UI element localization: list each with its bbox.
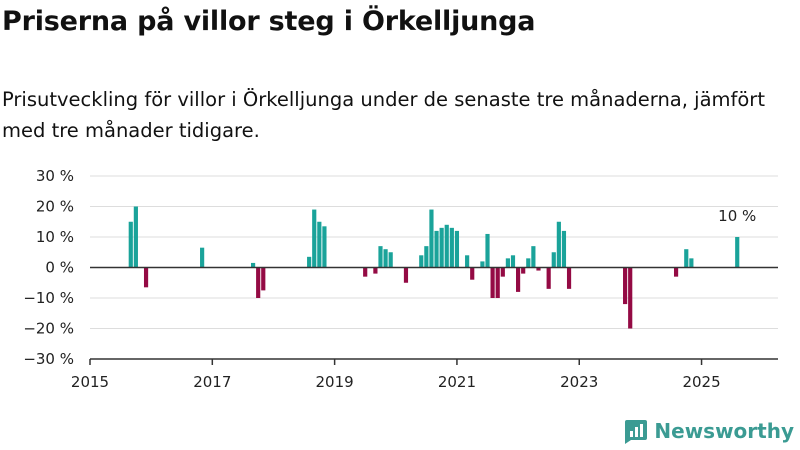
bar (526, 258, 531, 268)
y-tick-label: 20 % (36, 198, 74, 216)
bar (628, 267, 633, 329)
bar-annotation: 10 % (718, 207, 756, 225)
bar (515, 267, 521, 292)
axes (89, 266, 778, 365)
bar (424, 246, 429, 268)
bar (536, 267, 541, 271)
bar (312, 209, 317, 268)
bar (480, 261, 485, 268)
bar (454, 230, 460, 268)
bar (261, 267, 266, 291)
labels: 30 % 20 % 10 % 0 % −10 % −20 % −30 % 2015 2017 20… (23, 167, 756, 391)
brand-name: Newsworthy (654, 419, 794, 443)
bar (439, 227, 444, 268)
y-tick-label: 30 % (36, 167, 74, 185)
bar (561, 230, 567, 268)
bar (566, 267, 572, 289)
bar (307, 256, 312, 268)
bar (317, 221, 322, 268)
x-tick-label: 2019 (316, 373, 354, 391)
bar (510, 255, 516, 268)
bar (322, 226, 327, 268)
x-tick-label: 2015 (71, 373, 109, 391)
bar (403, 267, 409, 283)
bar (373, 267, 378, 274)
y-tick-label: 10 % (36, 228, 74, 246)
x-tick-label: 2017 (193, 373, 231, 391)
bar (388, 252, 393, 268)
bar (556, 221, 561, 268)
bar (449, 227, 454, 268)
bar (490, 267, 495, 298)
bar (378, 246, 383, 268)
bar (521, 267, 526, 274)
bar (500, 267, 505, 277)
bar (465, 255, 470, 268)
bar (689, 258, 694, 268)
bar (684, 249, 689, 268)
x-tick-label: 2025 (682, 373, 720, 391)
newsworthy-logo: Newsworthy (622, 418, 794, 444)
bar (551, 252, 556, 268)
bar (256, 267, 261, 298)
bar (673, 267, 679, 277)
bar (546, 267, 551, 289)
bar (143, 267, 149, 288)
bar (485, 233, 490, 268)
bar (434, 230, 439, 268)
bar-chart-logo-icon (625, 420, 648, 444)
bar (133, 206, 138, 268)
bar (429, 209, 434, 268)
chart-subtitle: Prisutveckling för villor i Örkelljunga … (2, 88, 765, 142)
x-tick-label: 2021 (438, 373, 476, 391)
bar (200, 247, 205, 268)
bar (363, 267, 368, 277)
y-tick-label: 0 % (45, 259, 74, 277)
bar (250, 262, 256, 268)
bar (128, 221, 133, 268)
bar (383, 249, 388, 268)
bar (505, 258, 510, 268)
bar (470, 267, 475, 280)
x-tick-label: 2023 (560, 373, 598, 391)
y-tick-label: −10 % (23, 289, 74, 307)
bars (128, 206, 740, 329)
bar (444, 224, 449, 268)
bar (495, 267, 500, 298)
y-tick-label: −20 % (23, 320, 74, 338)
bar (623, 267, 628, 305)
bar (531, 246, 536, 268)
chart-title: Priserna på villor steg i Örkelljunga (2, 6, 536, 37)
y-tick-label: −30 % (23, 350, 74, 368)
bar (419, 255, 424, 268)
bar (735, 237, 740, 268)
